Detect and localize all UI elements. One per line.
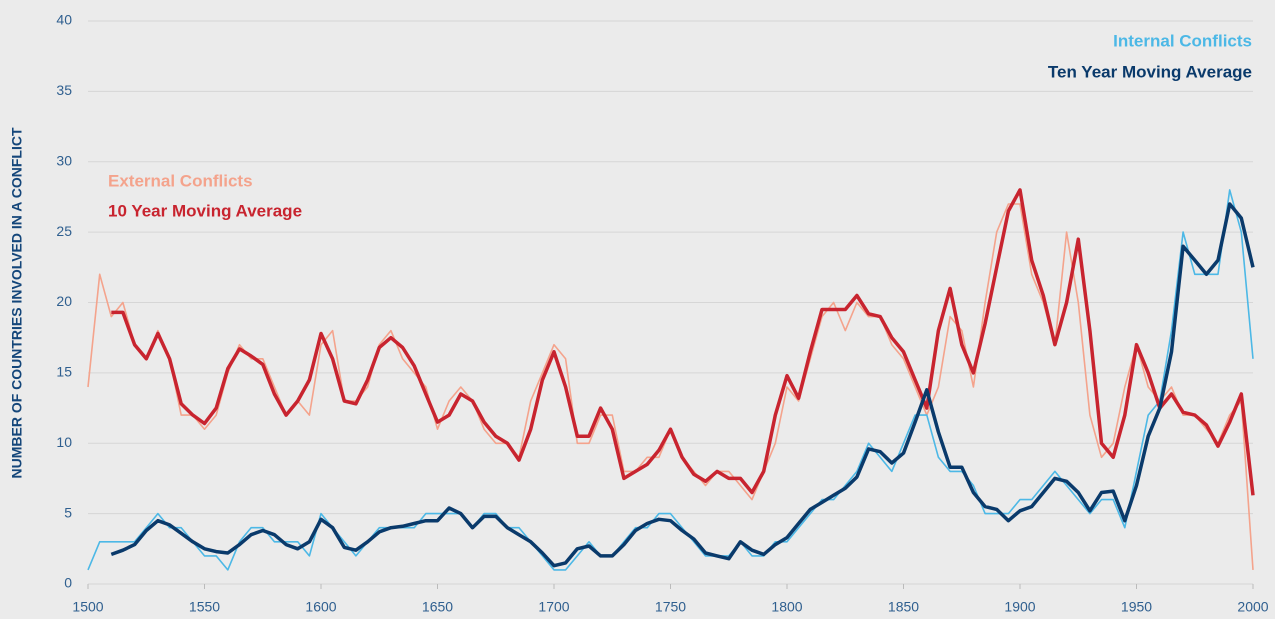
x-tick-label: 1700 — [538, 599, 569, 615]
x-tick-label: 1650 — [422, 599, 453, 615]
series-line — [111, 188, 1255, 496]
y-tick-label: 20 — [56, 293, 72, 309]
x-tick-label: 1900 — [1004, 599, 1035, 615]
x-tick-label: 1850 — [888, 599, 919, 615]
legend-label: Ten Year Moving Average — [1048, 62, 1252, 81]
y-tick-label: 10 — [56, 434, 72, 450]
y-tick-label: 30 — [56, 152, 72, 168]
x-tick-label: 1550 — [189, 599, 220, 615]
legend-label: Internal Conflicts — [1113, 31, 1252, 50]
series-line — [110, 202, 1255, 568]
y-tick-label: 25 — [56, 223, 72, 239]
x-tick-label: 1950 — [1121, 599, 1152, 615]
x-tick-label: 2000 — [1237, 599, 1268, 615]
y-tick-label: 15 — [56, 364, 72, 380]
y-axis-title: NUMBER OF COUNTRIES INVOLVED IN A CONFLI… — [9, 127, 25, 478]
legend-label: 10 Year Moving Average — [108, 201, 302, 220]
y-tick-label: 35 — [56, 82, 72, 98]
y-tick-label: 0 — [64, 575, 72, 591]
x-tick-label: 1500 — [72, 599, 103, 615]
x-tick-label: 1750 — [655, 599, 686, 615]
y-tick-label: 40 — [56, 12, 72, 28]
x-tick-label: 1600 — [305, 599, 336, 615]
legend-label: External Conflicts — [108, 171, 253, 190]
y-tick-label: 5 — [64, 504, 72, 520]
x-tick-label: 1800 — [771, 599, 802, 615]
